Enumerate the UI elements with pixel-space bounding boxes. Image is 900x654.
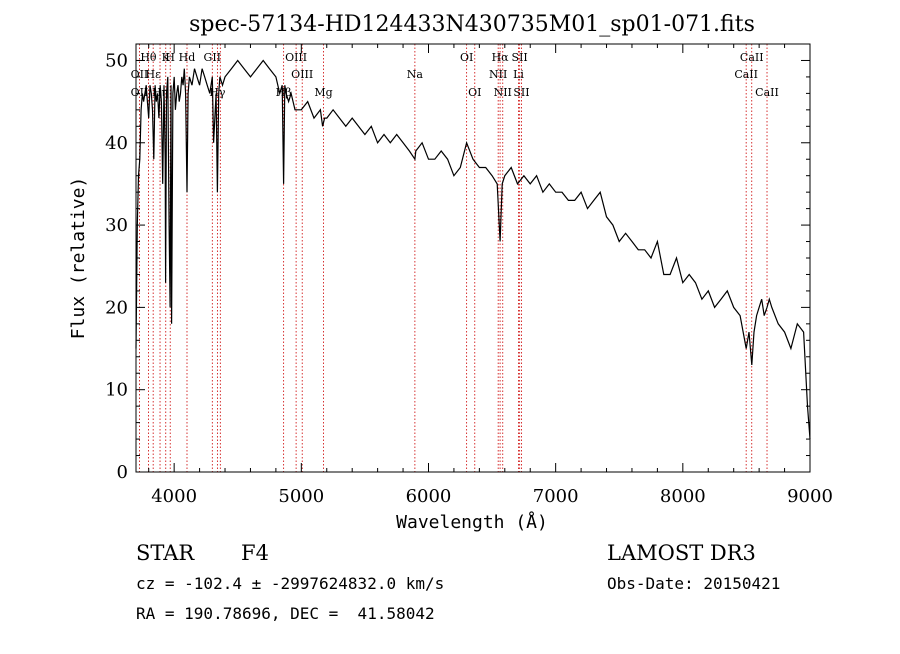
spectral-line-label: Na (407, 68, 424, 81)
spectrum-line (135, 59, 811, 440)
y-tick-label: 20 (105, 297, 128, 318)
spectral-line-label: Hγ (209, 86, 226, 99)
spectral-line-label: Hα (492, 51, 510, 64)
y-tick-label: 0 (117, 462, 128, 483)
spectral-line-label: SII (513, 86, 529, 99)
spectral-line-label: OI (460, 51, 473, 64)
marker-lines-layer (139, 44, 768, 472)
spectral-line-label: K (162, 51, 171, 64)
x-tick-label: 8000 (660, 486, 706, 507)
spectral-line-label: NII (494, 86, 512, 99)
velocity-line: cz = -102.4 ± -2997624832.0 km/s (136, 574, 444, 593)
spectral-line-label: Hε (146, 68, 162, 81)
spectral-line-label: GII (204, 51, 221, 64)
spectral-line-label: Hd (179, 51, 196, 64)
spectral-line-label: CaII (755, 86, 779, 99)
plot-frame (135, 43, 811, 473)
spectral-line-label: H (165, 51, 175, 64)
spectral-line-label: Hθ (140, 51, 157, 64)
spectral-line-label: CaII (740, 51, 764, 64)
x-tick-label: 6000 (406, 486, 452, 507)
object-subclass: F4 (241, 541, 269, 565)
y-tick-label: 40 (105, 133, 128, 154)
y-tick-label: 10 (105, 380, 128, 401)
spectral-line-label: NII (489, 68, 507, 81)
spectral-line-label: Li (513, 68, 524, 81)
y-axis-label: Flux (relative) (68, 177, 89, 340)
x-tick-label: 4000 (151, 486, 197, 507)
spectral-line-label: OII (131, 86, 149, 99)
y-tick-label: 50 (105, 50, 128, 71)
spectral-line-label: Hβ (276, 86, 292, 99)
spectral-line-label: Mg (314, 86, 332, 99)
survey-name: LAMOST DR3 (607, 541, 756, 565)
obs-date: Obs-Date: 20150421 (607, 574, 780, 593)
spectral-line-label: SII (512, 51, 528, 64)
spectral-line-label: OI (468, 86, 481, 99)
object-class: STAR (136, 541, 195, 565)
x-axis-label: Wavelength (Å) (396, 511, 548, 533)
x-tick-label: 7000 (533, 486, 579, 507)
y-tick-label: 30 (105, 215, 128, 236)
x-tick-label: 9000 (787, 486, 833, 507)
spectral-line-label: OIII (285, 51, 307, 64)
chart-title: spec-57134-HD124433N430735M01_sp01-071.f… (189, 12, 755, 37)
axis-ticks-layer: 4000 5000 6000 7000 8000 9000 0 10 20 30 40 50 (105, 43, 833, 507)
spectral-line-label: CaII (734, 68, 758, 81)
spectral-line-label: OII (131, 68, 149, 81)
radec-line: RA = 190.78696, DEC = 41.58042 (136, 604, 435, 623)
spectral-line-label: OIII (291, 68, 313, 81)
x-tick-label: 5000 (278, 486, 324, 507)
